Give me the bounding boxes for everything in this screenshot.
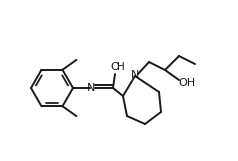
Text: OH: OH	[178, 78, 196, 88]
Text: N: N	[131, 70, 139, 80]
Text: O: O	[111, 62, 119, 72]
Text: H: H	[117, 62, 125, 72]
Text: N: N	[87, 83, 95, 93]
